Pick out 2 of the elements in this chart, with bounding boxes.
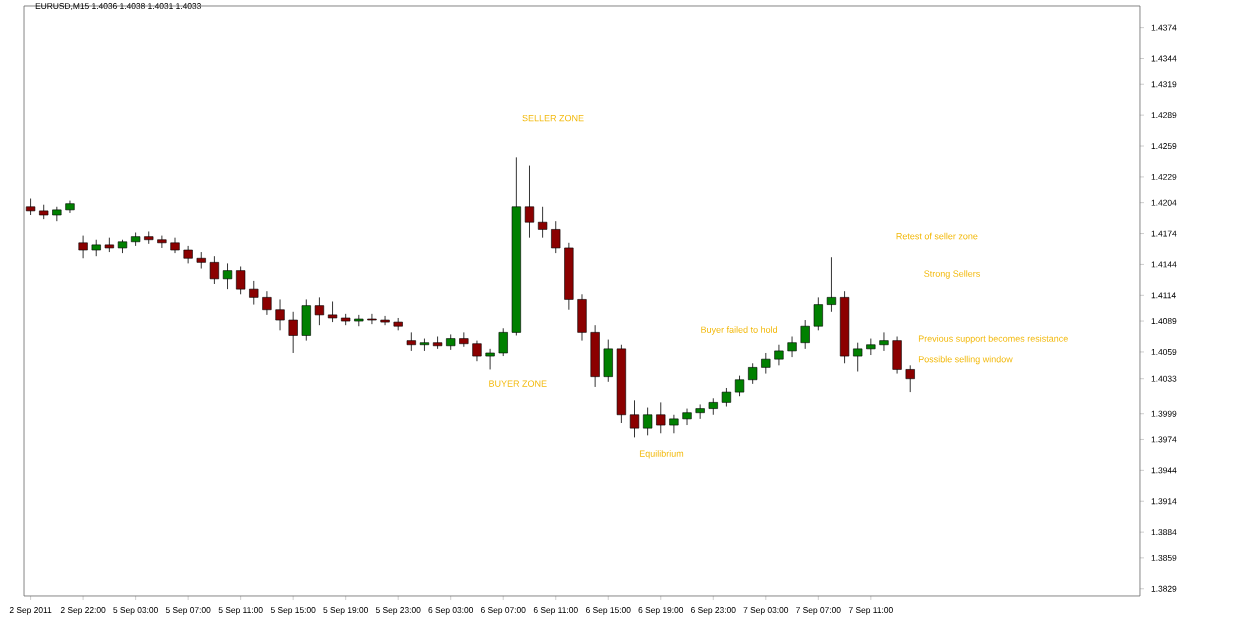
candlestick bbox=[629, 399, 640, 438]
candlestick bbox=[222, 263, 233, 290]
